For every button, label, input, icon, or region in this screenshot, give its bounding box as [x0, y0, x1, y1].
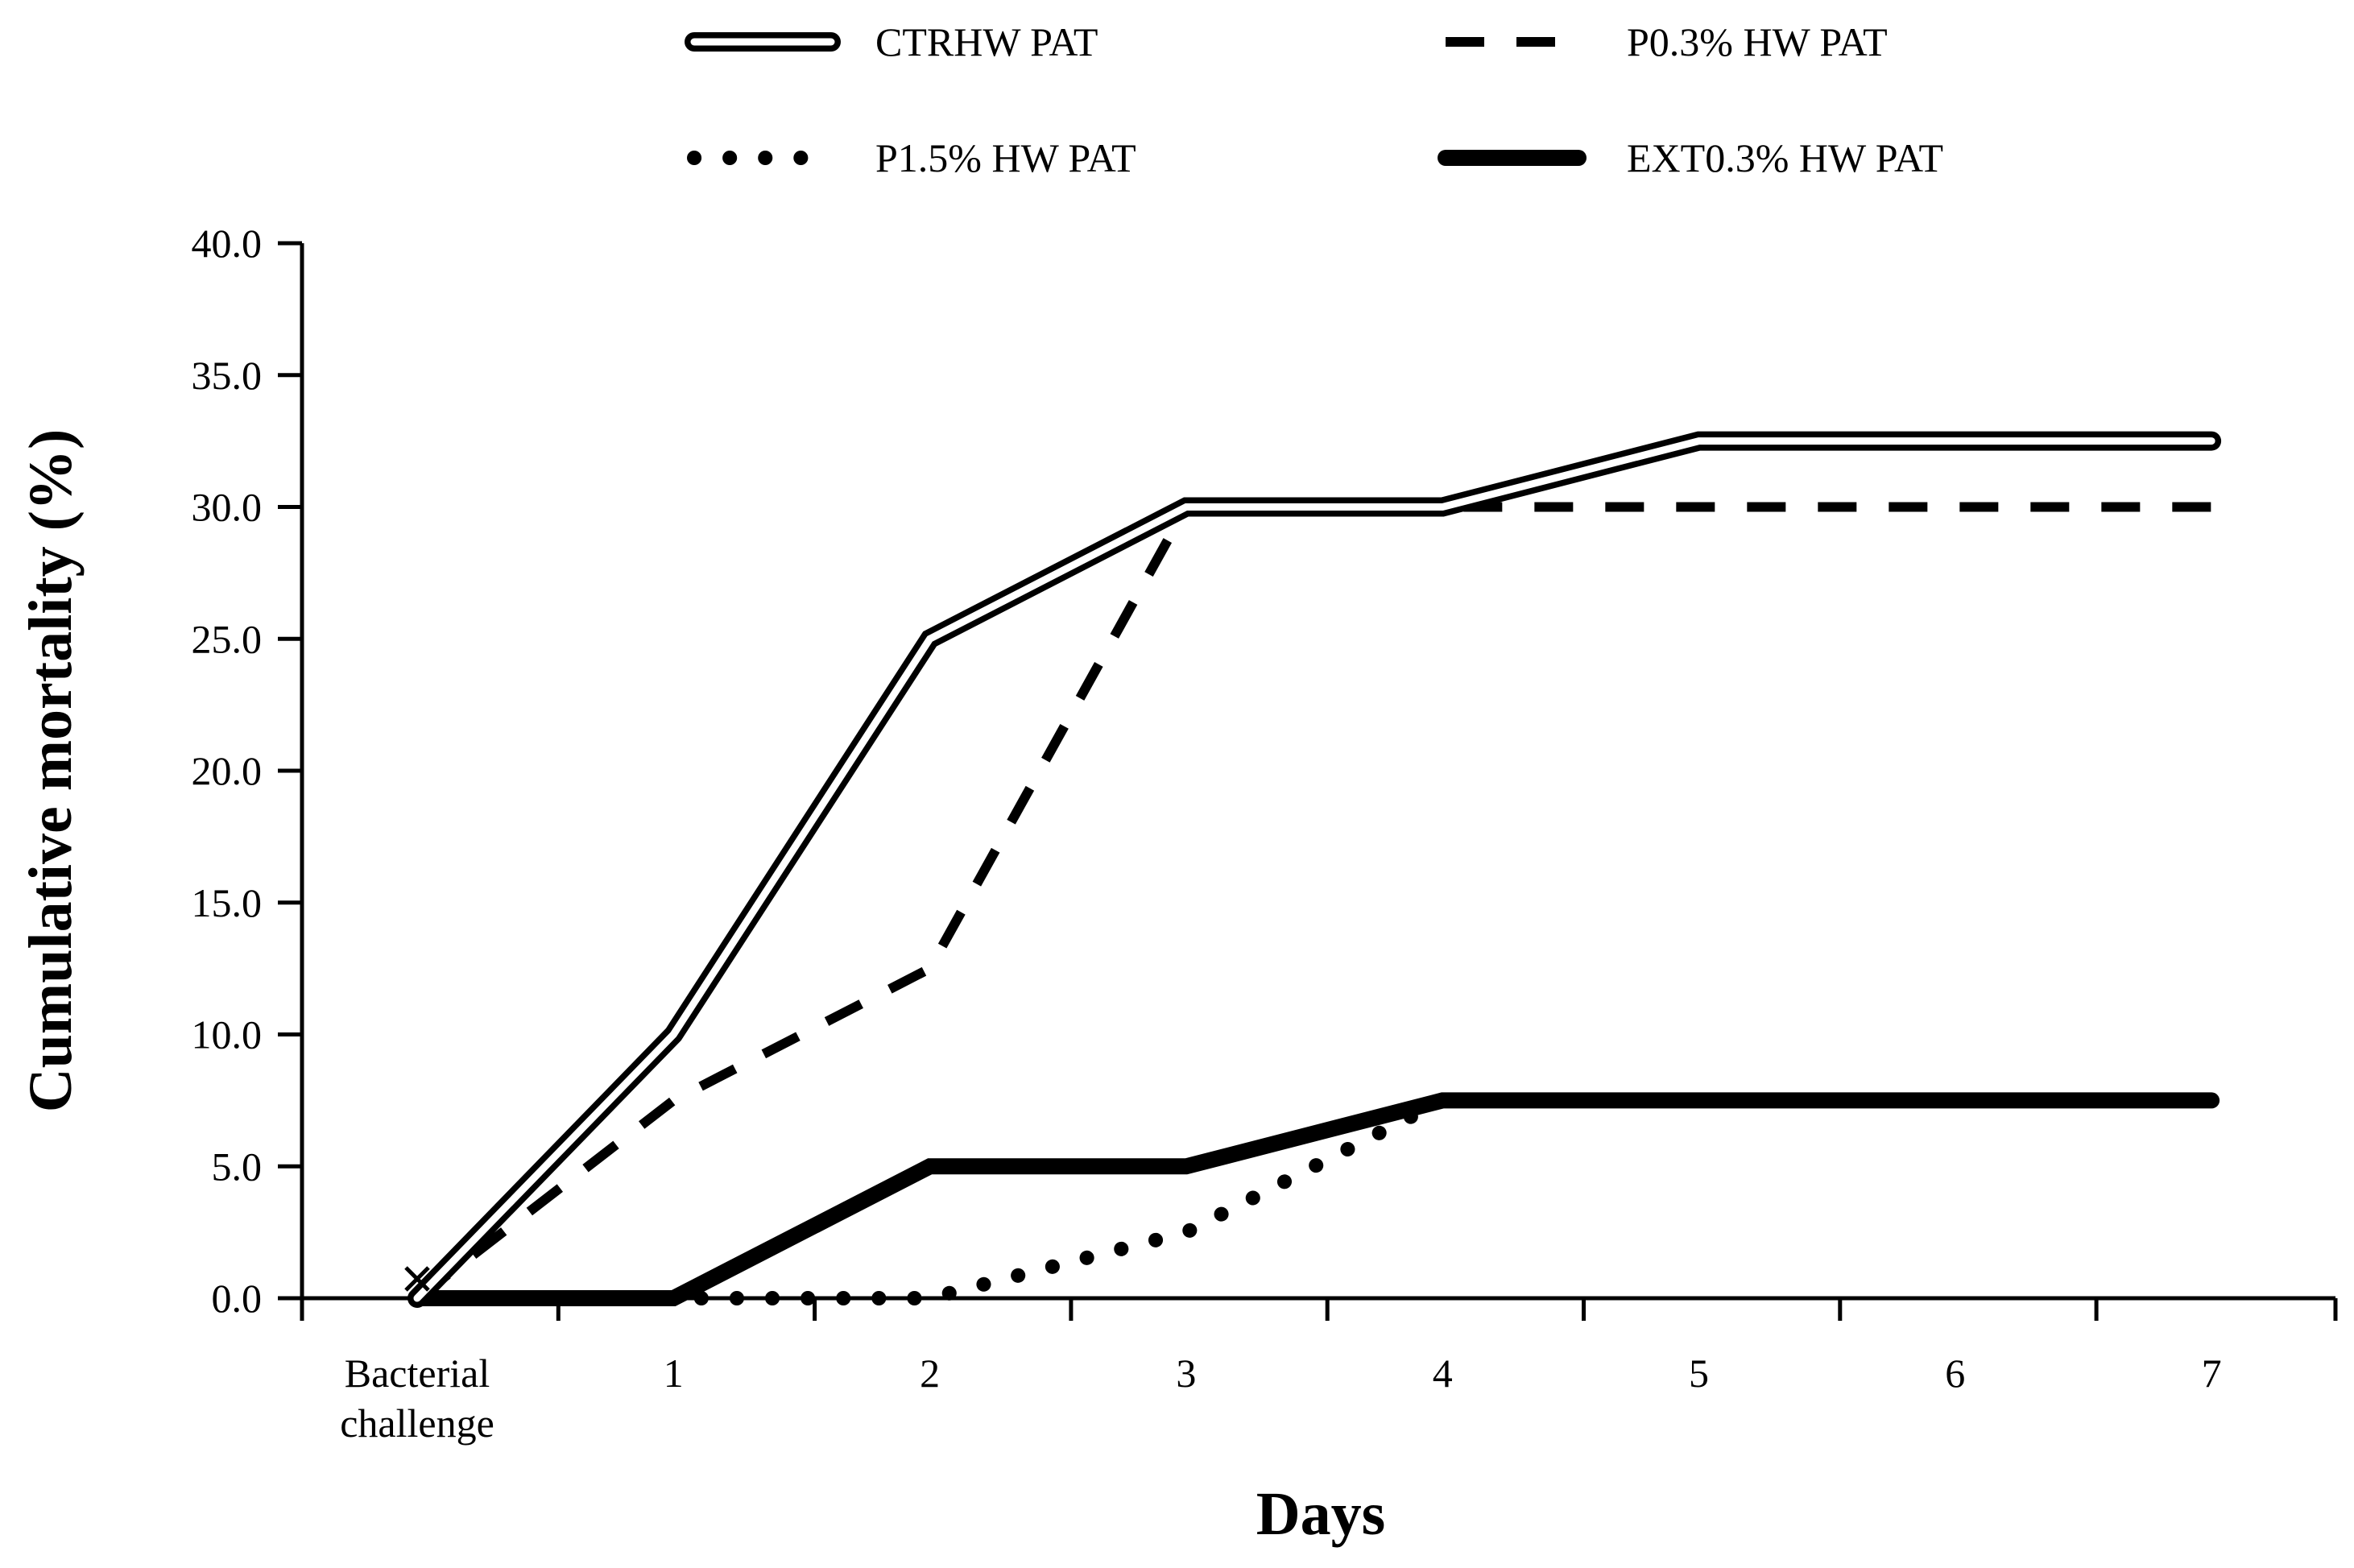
series-line — [409, 1092, 2220, 1306]
y-tick-label: 20.0 — [192, 748, 263, 793]
x-tick-label: 2 — [920, 1351, 940, 1396]
legend-label: CTRHW PAT — [875, 19, 1098, 64]
axes: 0.0 5.0 10.0 15.0 20.0 25.0 30.0 35.0 40.0 Bacter… — [192, 221, 2338, 1446]
series-line — [410, 1093, 2220, 1305]
series-layer — [404, 431, 2222, 1308]
y-tick-label: 25.0 — [192, 616, 263, 661]
legend-item: P0.3% HW PAT — [1446, 19, 1888, 64]
y-tick-label: 15.0 — [192, 880, 263, 925]
axis-titles: Cumulative mortality (%) Days — [17, 429, 1385, 1548]
x-tick-label: 1 — [664, 1351, 684, 1396]
y-axis-title: Cumulative mortality (%) — [17, 429, 85, 1113]
y-tick-label: 30.0 — [192, 485, 263, 530]
series-line — [414, 502, 2212, 1302]
x-axis-title: Days — [1256, 1480, 1385, 1548]
data-point — [1954, 506, 1957, 509]
y-tick-label: 5.0 — [212, 1144, 263, 1189]
x-tick-label: Bacterial challenge — [340, 1351, 494, 1446]
series-p1-5-hw-pat — [410, 1093, 2220, 1305]
series-ctrhw-pat — [408, 431, 2222, 1308]
origin-marker — [404, 1266, 430, 1292]
x-tick-label: 3 — [1176, 1351, 1196, 1396]
data-point — [672, 1098, 675, 1102]
legend-item: EXT0.3% HW PAT — [1438, 135, 1943, 180]
legend-item: P1.5% HW PAT — [687, 135, 1136, 180]
legend: CTRHW PAT P0.3% HW PAT P1.5% HW PAT EXT0.3%… — [685, 19, 1943, 180]
legend-label: P1.5% HW PAT — [875, 135, 1136, 180]
data-point — [929, 967, 932, 970]
x-tick-label: 5 — [1689, 1351, 1709, 1396]
series-p0-3-hw-pat — [414, 502, 2212, 1302]
series-ext0-3-hw-pat — [409, 1092, 2220, 1306]
legend-label: P0.3% HW PAT — [1627, 19, 1888, 64]
x-tick-label: 6 — [1945, 1351, 1965, 1396]
series-line-inner — [413, 437, 2215, 1302]
x-tick-label: 4 — [1433, 1351, 1453, 1396]
y-tick-label: 10.0 — [192, 1012, 263, 1057]
y-tick-label: 35.0 — [192, 353, 263, 398]
y-tick-label: 0.0 — [212, 1276, 263, 1321]
legend-label: EXT0.3% HW PAT — [1627, 135, 1943, 180]
y-tick-label: 40.0 — [192, 221, 263, 266]
legend-item: CTRHW PAT — [685, 19, 1098, 64]
x-tick-label: 7 — [2202, 1351, 2222, 1396]
